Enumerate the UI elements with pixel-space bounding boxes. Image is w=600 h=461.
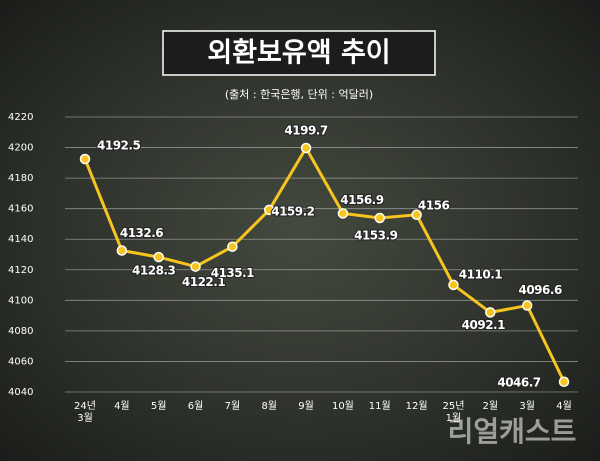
x-tick-label: 3월 — [519, 400, 535, 412]
y-tick-label: 4200 — [8, 143, 33, 154]
y-tick-label: 4120 — [8, 265, 33, 276]
value-label: 4046.7 — [497, 375, 540, 389]
x-tick-label: 2월 — [483, 400, 499, 412]
value-label: 4096.6 — [518, 283, 561, 297]
point — [300, 142, 312, 154]
point — [521, 300, 533, 311]
value-label: 4122.1 — [182, 275, 225, 289]
point — [411, 209, 422, 221]
point — [374, 212, 386, 224]
value-label: 4156 — [418, 198, 450, 212]
chart-title: 외환보유액 추이 — [207, 38, 390, 69]
value-label: 4159.2 — [271, 204, 314, 218]
x-tick-label: 12월 — [406, 400, 428, 412]
x-tick-label: 24년 3월 — [74, 400, 96, 424]
value-label: 4199.7 — [284, 124, 327, 138]
x-tick-label: 11월 — [369, 400, 391, 412]
x-tick-label: 6월 — [188, 400, 204, 412]
value-label: 4128.3 — [132, 264, 175, 278]
value-label: 4092.1 — [462, 318, 505, 332]
y-tick-label: 4080 — [8, 326, 33, 337]
title-box — [162, 30, 436, 76]
value-label: 4110.1 — [459, 267, 502, 281]
x-tick-label: 25년 1월 — [442, 400, 464, 424]
y-tick-label: 4180 — [8, 173, 33, 184]
line — [83, 145, 566, 383]
watermark: 리얼캐스트 — [448, 415, 577, 448]
point — [263, 204, 275, 216]
y-tick-label: 4160 — [8, 204, 33, 215]
point — [558, 376, 570, 388]
point — [116, 245, 128, 256]
x-tick-label: 5월 — [151, 400, 167, 412]
point — [448, 279, 459, 291]
value-label: 4192.5 — [97, 139, 140, 153]
y-tick-label: 4060 — [8, 356, 33, 367]
value-label: 4153.9 — [354, 228, 397, 242]
value-label: 4132.6 — [120, 226, 163, 240]
y-tick-label: 4040 — [8, 387, 33, 398]
point — [227, 241, 238, 252]
x-tick-label: 10월 — [332, 400, 354, 412]
y-tick-label: 4220 — [8, 112, 33, 123]
point — [485, 307, 496, 318]
point — [337, 208, 349, 219]
x-tick-label: 4월 — [556, 400, 572, 412]
y-tick-label: 4140 — [8, 234, 33, 245]
subtitle: (출처 : 한국은행, 단위 : 억달러) — [225, 88, 373, 101]
value-label: 4156.9 — [340, 193, 383, 207]
x-tick-label: 9월 — [298, 400, 314, 412]
y-tick-label: 4100 — [8, 295, 33, 306]
x-tick-label: 4월 — [114, 400, 130, 412]
x-tick-label: 7월 — [225, 400, 241, 412]
point — [79, 153, 91, 165]
point — [153, 251, 164, 263]
value-label: 4135.1 — [211, 266, 254, 280]
x-tick-label: 8월 — [261, 400, 277, 412]
point — [190, 261, 201, 272]
